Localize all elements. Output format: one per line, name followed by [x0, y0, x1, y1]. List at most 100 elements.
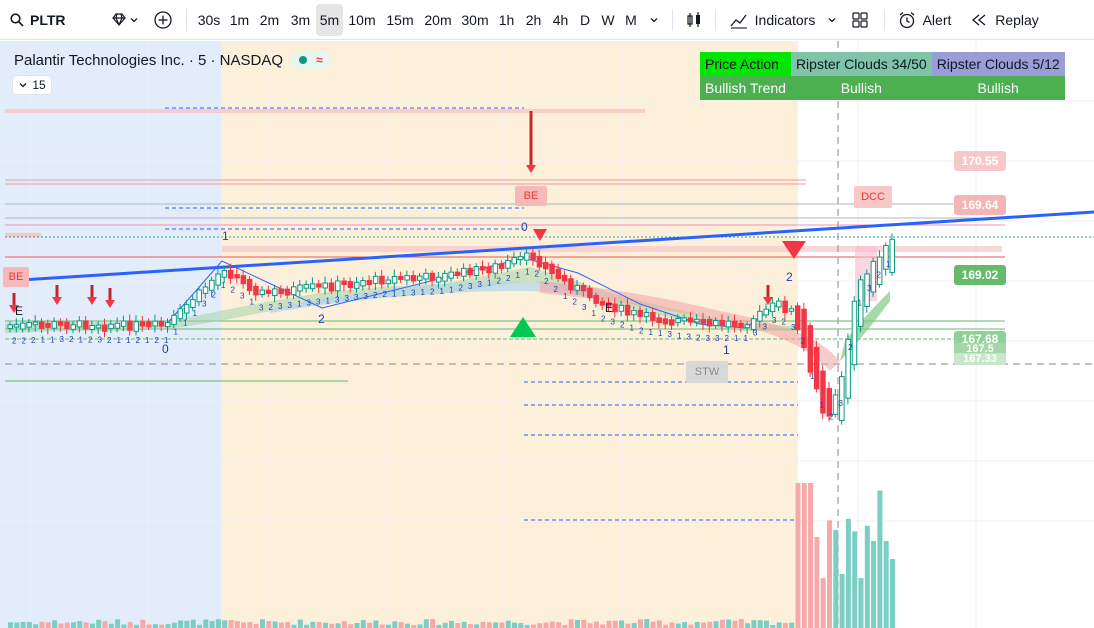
volume-bar — [474, 624, 480, 628]
interval-d[interactable]: D — [579, 11, 591, 28]
count-label: 1 — [145, 336, 150, 345]
candle-bull — [177, 308, 184, 320]
volume-bar — [152, 624, 158, 628]
volume-bar — [512, 622, 517, 628]
sell-arrow-head — [105, 300, 115, 308]
count-label: 1 — [174, 328, 179, 337]
volume-bar — [165, 624, 171, 628]
volume-bar — [241, 622, 247, 628]
alert-button[interactable]: Alert — [891, 4, 957, 36]
candle-bull — [517, 256, 524, 261]
count-label: 1 — [402, 289, 407, 298]
symbol-search[interactable]: PLTR — [4, 6, 102, 34]
plus-circle-icon — [154, 10, 172, 29]
replay-button[interactable]: Replay — [967, 4, 1041, 36]
interval-list: 30s 1m 2m 3m 5m 10m 15m 20m 30m 1h 2h 4h… — [193, 3, 642, 36]
candle-bull — [524, 252, 530, 261]
candle-bull — [372, 275, 379, 284]
indicators-button[interactable]: Indicators — [722, 4, 822, 36]
volume-bar — [247, 622, 253, 628]
interval-dropdown-button[interactable] — [642, 4, 666, 36]
candle-bull — [889, 238, 895, 274]
chart-type-button[interactable] — [679, 4, 709, 36]
candle-bear — [587, 287, 593, 299]
interval-w[interactable]: W — [601, 11, 615, 28]
alarm-clock-icon — [899, 11, 915, 28]
count-label: 2 — [554, 285, 559, 294]
signal-markers-group — [9, 111, 773, 313]
indicator-collapse-button[interactable]: 15 — [12, 75, 52, 95]
volume-bar — [348, 624, 354, 628]
volume-bar — [203, 619, 209, 628]
volume-bar — [858, 578, 864, 628]
volume-bar — [619, 620, 625, 628]
volume-bar — [33, 624, 39, 628]
interval-30s[interactable]: 30s — [197, 11, 221, 28]
vertical-gridlines — [29, 41, 977, 628]
indicators-dropdown-button[interactable] — [822, 4, 842, 36]
pivot-count-label: 0 — [521, 220, 528, 234]
volume-bar — [833, 530, 839, 628]
volume-bar — [656, 620, 662, 628]
volume-bar — [537, 623, 543, 628]
interval-3m[interactable]: 3m — [290, 11, 311, 28]
volume-bar — [839, 573, 845, 628]
volume-bar — [726, 619, 732, 628]
count-label: 1 — [810, 372, 815, 381]
sell-triangle-small — [533, 229, 547, 241]
volume-bar — [480, 621, 486, 628]
candle-bear — [650, 312, 656, 321]
candle-bull — [725, 320, 732, 328]
volume-bar — [360, 620, 366, 628]
candle-bear — [662, 318, 669, 325]
interval-m[interactable]: M — [625, 11, 637, 28]
count-label: 2 — [544, 277, 549, 286]
volume-bar — [197, 624, 202, 628]
count-label: 3 — [706, 334, 711, 343]
interval-4h[interactable]: 4h — [552, 11, 569, 28]
volume-bar — [745, 623, 751, 628]
volume-bar — [253, 623, 259, 628]
volume-bar — [20, 622, 26, 628]
interval-10m[interactable]: 10m — [348, 11, 376, 28]
interval-15m[interactable]: 15m — [386, 11, 414, 28]
interval-1h[interactable]: 1h — [498, 11, 515, 28]
candle-bull — [505, 259, 511, 269]
volume-bar — [524, 624, 530, 628]
count-label: 2 — [383, 290, 388, 299]
layout-button[interactable] — [842, 4, 878, 36]
interval-30m[interactable]: 30m — [461, 11, 489, 28]
indicators-label: Indicators — [754, 11, 816, 28]
interval-20m[interactable]: 20m — [424, 11, 452, 28]
compare-dropdown-button[interactable] — [102, 4, 146, 36]
volume-bar — [354, 622, 360, 628]
interval-5m[interactable]: 5m — [316, 3, 343, 36]
sell-arrow-head — [9, 305, 19, 313]
ripster-cloud-green — [5, 267, 798, 333]
count-label: 1 — [164, 336, 169, 345]
count-label: 1 — [449, 285, 454, 294]
count-label: 3 — [763, 322, 768, 331]
toolbar-divider — [672, 8, 673, 31]
candle-bear — [234, 274, 240, 279]
market-status-pill[interactable]: ≈ — [291, 51, 332, 69]
count-label: 2 — [269, 303, 274, 312]
ripster-cloud-blue — [270, 281, 600, 313]
count-label: 3 — [687, 332, 692, 341]
candle-bear — [253, 285, 259, 296]
volume-bar — [436, 624, 442, 628]
signal-tag-stw: STW — [686, 361, 728, 383]
count-label: 2 — [88, 335, 93, 344]
add-symbol-button[interactable] — [146, 4, 180, 36]
interval-1m[interactable]: 1m — [229, 11, 250, 28]
candle-bear — [669, 319, 675, 326]
chart-legend: Palantir Technologies Inc. · 5 · NASDAQ … — [14, 51, 332, 69]
count-label: 3 — [307, 299, 312, 308]
interval-2m[interactable]: 2m — [259, 11, 280, 28]
candle-bull — [202, 286, 209, 294]
candle-bull — [574, 284, 580, 291]
volume-bar — [827, 520, 832, 628]
interval-2h[interactable]: 2h — [525, 11, 542, 28]
